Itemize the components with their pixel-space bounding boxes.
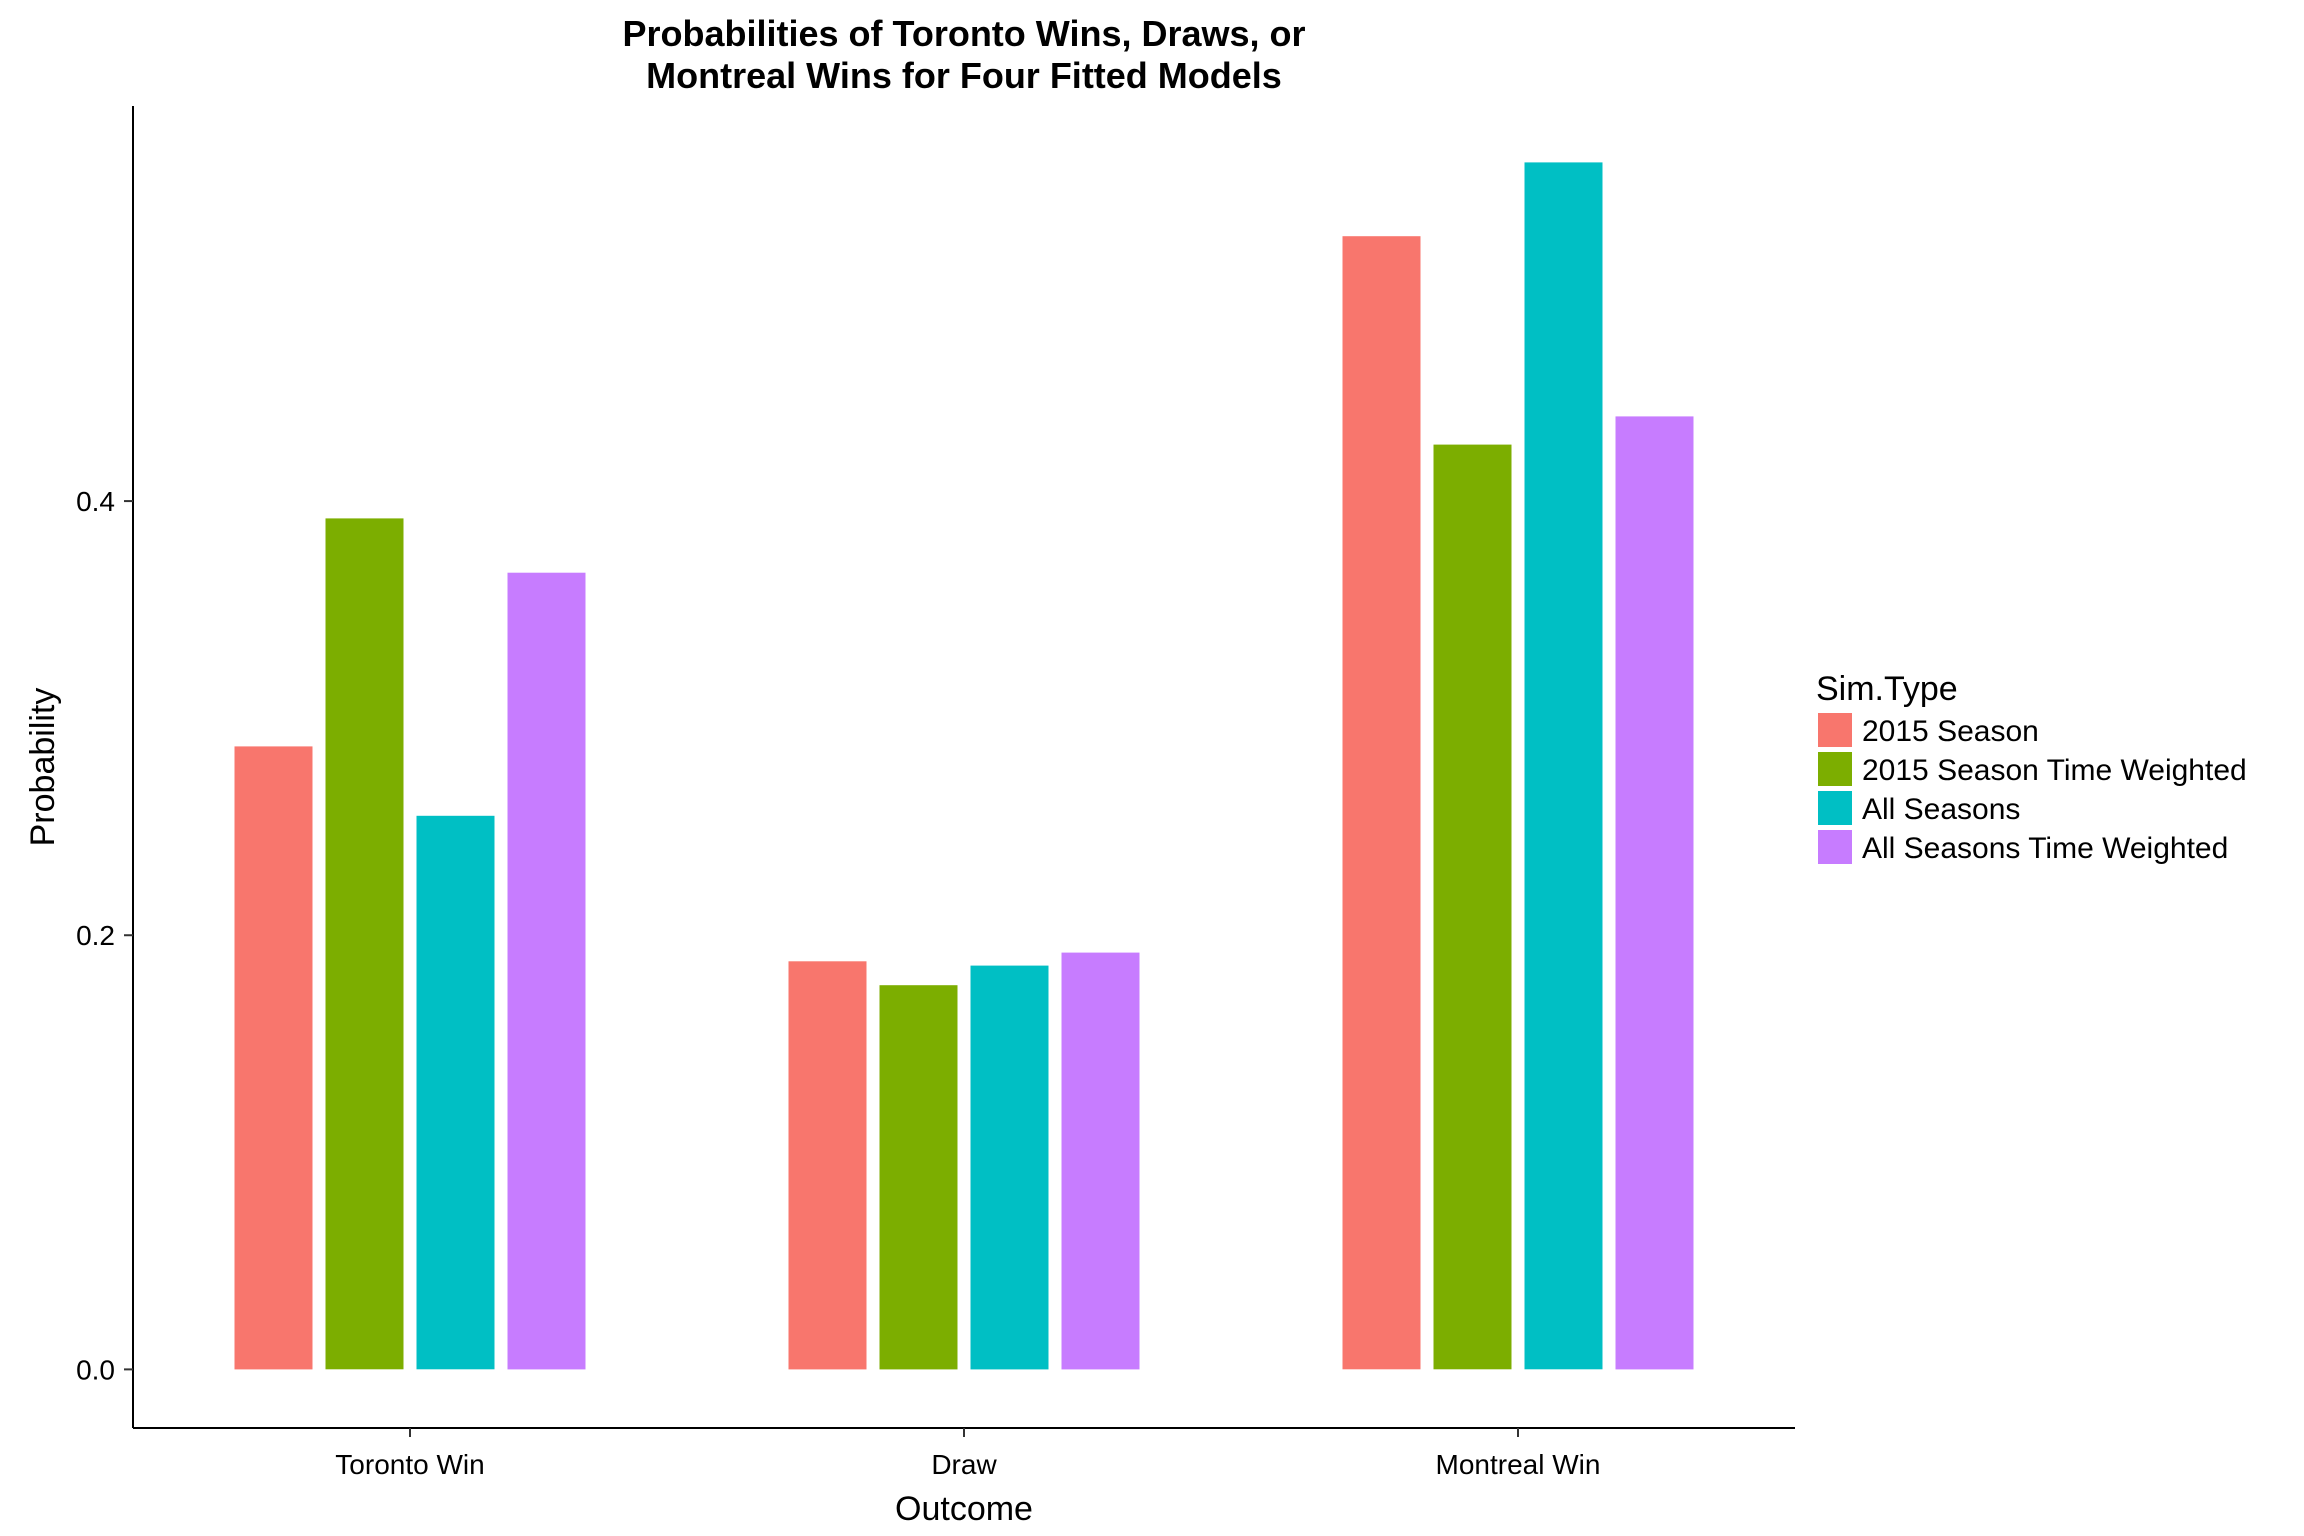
legend-swatch [1818,752,1852,786]
bar [416,815,495,1370]
bar [1615,416,1694,1370]
chart-title-line: Probabilities of Toronto Wins, Draws, or [622,13,1305,54]
bar [1433,444,1512,1370]
y-tick-label: 0.2 [76,920,115,951]
y-tick-label: 0.0 [76,1354,115,1385]
legend-label: 2015 Season [1862,715,2039,748]
legend-title: Sim.Type [1816,670,1958,708]
legend-label: 2015 Season Time Weighted [1862,754,2247,787]
y-axis-ticks: 0.0 0.2 0.4 [76,486,133,1385]
x-axis-ticks: Toronto Win Draw Montreal Win [335,1428,1600,1480]
x-tick-label: Toronto Win [335,1449,484,1480]
bar [970,965,1049,1370]
x-axis-title: Outcome [895,1490,1033,1528]
legend-label: All Seasons Time Weighted [1862,832,2228,865]
legend-label: All Seasons [1862,793,2020,826]
bar [788,961,867,1370]
legend: Sim.Type 2015 Season 2015 Season Time Wei… [1816,670,2247,865]
y-tick-label: 0.4 [76,486,115,517]
bar [1061,952,1140,1370]
x-tick-label: Draw [931,1449,997,1480]
bars-layer [234,162,1694,1370]
legend-swatch [1818,713,1852,747]
y-axis-title: Probability [24,688,62,847]
chart-title: Probabilities of Toronto Wins, Draws, or… [622,13,1305,96]
bar [234,746,313,1370]
bar [879,985,958,1370]
bar [1524,162,1603,1370]
bar [1342,236,1421,1370]
chart-title-line: Montreal Wins for Four Fitted Models [646,55,1282,96]
bar [325,518,404,1370]
x-tick-label: Montreal Win [1436,1449,1601,1480]
bar [507,572,586,1370]
legend-swatch [1818,830,1852,864]
legend-swatch [1818,791,1852,825]
